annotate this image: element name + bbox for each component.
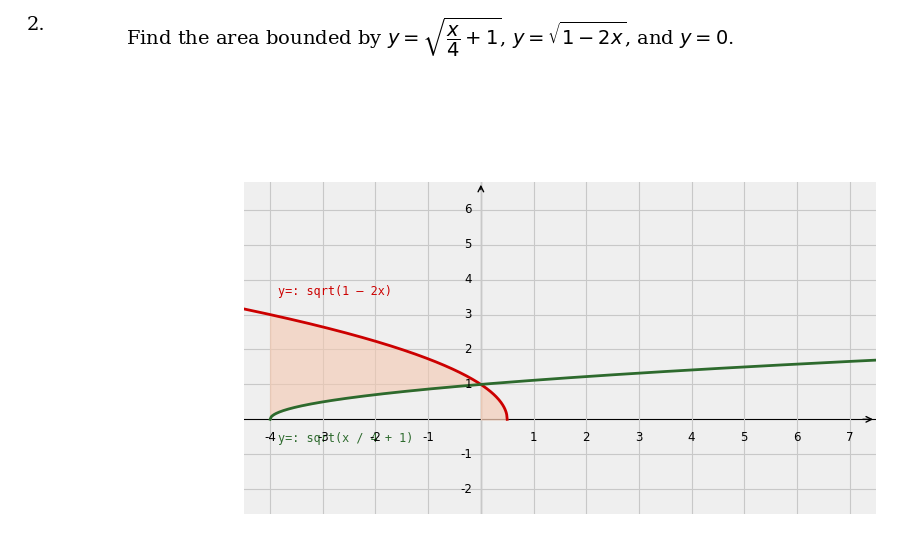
Text: 2: 2 <box>582 431 589 444</box>
Text: 4: 4 <box>687 431 695 444</box>
Text: 6: 6 <box>792 431 800 444</box>
Text: -2: -2 <box>459 483 471 495</box>
Text: -2: -2 <box>369 431 381 444</box>
Text: y=: sqrt(1 – 2x): y=: sqrt(1 – 2x) <box>278 285 391 299</box>
Text: -1: -1 <box>459 448 471 461</box>
Text: 5: 5 <box>740 431 747 444</box>
Text: 2: 2 <box>464 343 471 356</box>
Text: Find the area bounded by $y = \sqrt{\dfrac{x}{4} + 1}$, $y = \sqrt{1 - 2x}$, and: Find the area bounded by $y = \sqrt{\dfr… <box>126 16 733 59</box>
Text: 4: 4 <box>464 273 471 286</box>
Text: -1: -1 <box>422 431 434 444</box>
Text: 3: 3 <box>464 308 471 321</box>
Text: -4: -4 <box>264 431 276 444</box>
Text: 5: 5 <box>464 238 471 251</box>
Text: 6: 6 <box>464 203 471 216</box>
Text: 1: 1 <box>464 378 471 391</box>
Text: 1: 1 <box>529 431 537 444</box>
Text: 7: 7 <box>845 431 852 444</box>
Text: 3: 3 <box>634 431 642 444</box>
Text: y=: sqrt(x / 4 + 1): y=: sqrt(x / 4 + 1) <box>278 432 413 445</box>
Text: -3: -3 <box>317 431 328 444</box>
Text: 2.: 2. <box>27 16 46 34</box>
